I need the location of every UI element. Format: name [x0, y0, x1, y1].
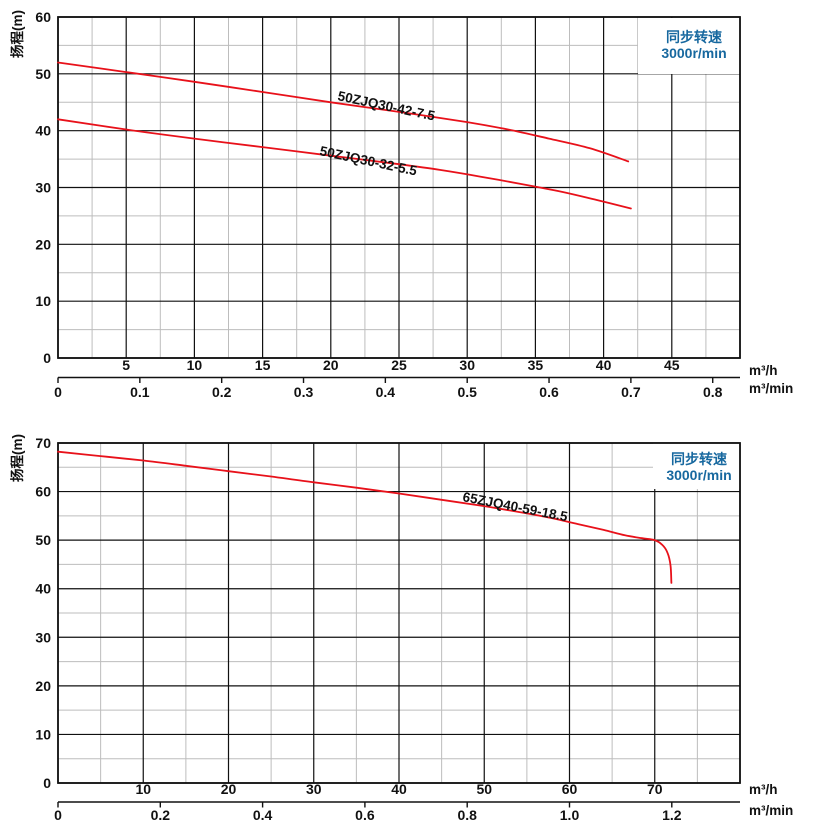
x-axis-unit-primary: m³/h [749, 363, 778, 378]
y-axis-tick-label: 60 [35, 9, 51, 25]
x-axis-tick-label: 25 [391, 357, 407, 373]
chart-1: 50ZJQ30-42-7.5 50ZJQ30-32-5.5 同步转速3000r/mi… [9, 9, 793, 400]
sync-speed-note-box [638, 18, 740, 74]
x-axis-unit-primary: m³/h [749, 782, 778, 797]
y-axis-title: 扬程(m) [9, 434, 25, 482]
y-axis-tick-label: 0 [43, 350, 51, 366]
secondary-axis-tick-label: 0 [54, 807, 62, 823]
curve-50ZJQ30-32-5.5 [57, 118, 632, 210]
plot-border [57, 16, 741, 359]
y-axis-tick-label: 50 [35, 66, 51, 82]
secondary-x-axis [57, 801, 740, 808]
x-axis-tick-label: 20 [221, 781, 237, 797]
sync-speed-label: 同步转速 [671, 451, 727, 467]
y-axis-tick-label: 0 [43, 775, 51, 791]
curve-label-65ZJQ40-59-18.5: 65ZJQ40-59-18.5 [461, 489, 569, 524]
y-axis-tick-label: 10 [35, 293, 51, 309]
secondary-x-axis [57, 376, 740, 383]
curve-65ZJQ40-59-18.5 [57, 450, 673, 584]
x-axis-tick-label: 30 [306, 781, 322, 797]
y-axis-tick-label: 20 [35, 236, 51, 252]
curve-label-50ZJQ30-42-7.5: 50ZJQ30-42-7.5 [336, 88, 436, 123]
y-axis-tick-label: 30 [35, 180, 51, 196]
x-axis-tick-label: 40 [391, 781, 407, 797]
x-axis-tick-label: 35 [528, 357, 544, 373]
secondary-axis-tick-label: 0.8 [703, 384, 723, 400]
x-axis-tick-label: 20 [323, 357, 339, 373]
y-axis-tick-label: 70 [35, 435, 51, 451]
x-axis-tick-label: 15 [255, 357, 271, 373]
x-axis-tick-label: 30 [459, 357, 475, 373]
x-axis-tick-label: 40 [596, 357, 612, 373]
x-axis-tick-label: 70 [647, 781, 663, 797]
curve-label-50ZJQ30-32-5.5: 50ZJQ30-32-5.5 [318, 143, 418, 178]
secondary-axis-tick-label: 1.0 [560, 807, 580, 823]
secondary-axis-tick-label: 0.2 [212, 384, 232, 400]
secondary-axis-tick-label: 0.6 [355, 807, 375, 823]
x-axis-tick-label: 10 [135, 781, 151, 797]
secondary-axis-tick-label: 0.6 [539, 384, 559, 400]
x-axis-unit-secondary: m³/min [749, 381, 793, 396]
sync-speed-label: 同步转速 [666, 29, 722, 45]
x-axis-tick-label: 10 [187, 357, 203, 373]
secondary-axis-tick-label: 0.2 [151, 807, 171, 823]
secondary-axis-tick-label: 0.3 [294, 384, 314, 400]
y-axis-tick-label: 60 [35, 484, 51, 500]
secondary-axis-tick-label: 0.4 [376, 384, 396, 400]
y-axis-tick-label: 10 [35, 726, 51, 742]
y-axis-tick-label: 40 [35, 123, 51, 139]
secondary-axis-tick-label: 0.8 [457, 807, 477, 823]
secondary-axis-tick-label: 0 [54, 384, 62, 400]
secondary-axis-tick-label: 0.7 [621, 384, 641, 400]
x-axis-tick-label: 5 [122, 357, 130, 373]
y-axis-tick-label: 20 [35, 678, 51, 694]
y-axis-tick-label: 40 [35, 581, 51, 597]
sync-speed-note-box [653, 443, 740, 489]
x-axis-tick-label: 50 [476, 781, 492, 797]
y-axis-title: 扬程(m) [9, 10, 25, 58]
sync-speed-value: 3000r/min [666, 467, 731, 483]
secondary-axis-tick-label: 0.1 [130, 384, 150, 400]
secondary-axis-tick-label: 1.2 [662, 807, 682, 823]
x-axis-tick-label: 60 [562, 781, 578, 797]
x-axis-tick-label: 45 [664, 357, 680, 373]
sync-speed-value: 3000r/min [661, 45, 726, 61]
y-axis-tick-label: 30 [35, 629, 51, 645]
y-axis-tick-label: 50 [35, 532, 51, 548]
secondary-axis-tick-label: 0.5 [457, 384, 477, 400]
curve-50ZJQ30-42-7.5 [57, 61, 630, 163]
x-axis-unit-secondary: m³/min [749, 803, 793, 818]
plot-border [57, 442, 741, 784]
secondary-axis-tick-label: 0.4 [253, 807, 273, 823]
